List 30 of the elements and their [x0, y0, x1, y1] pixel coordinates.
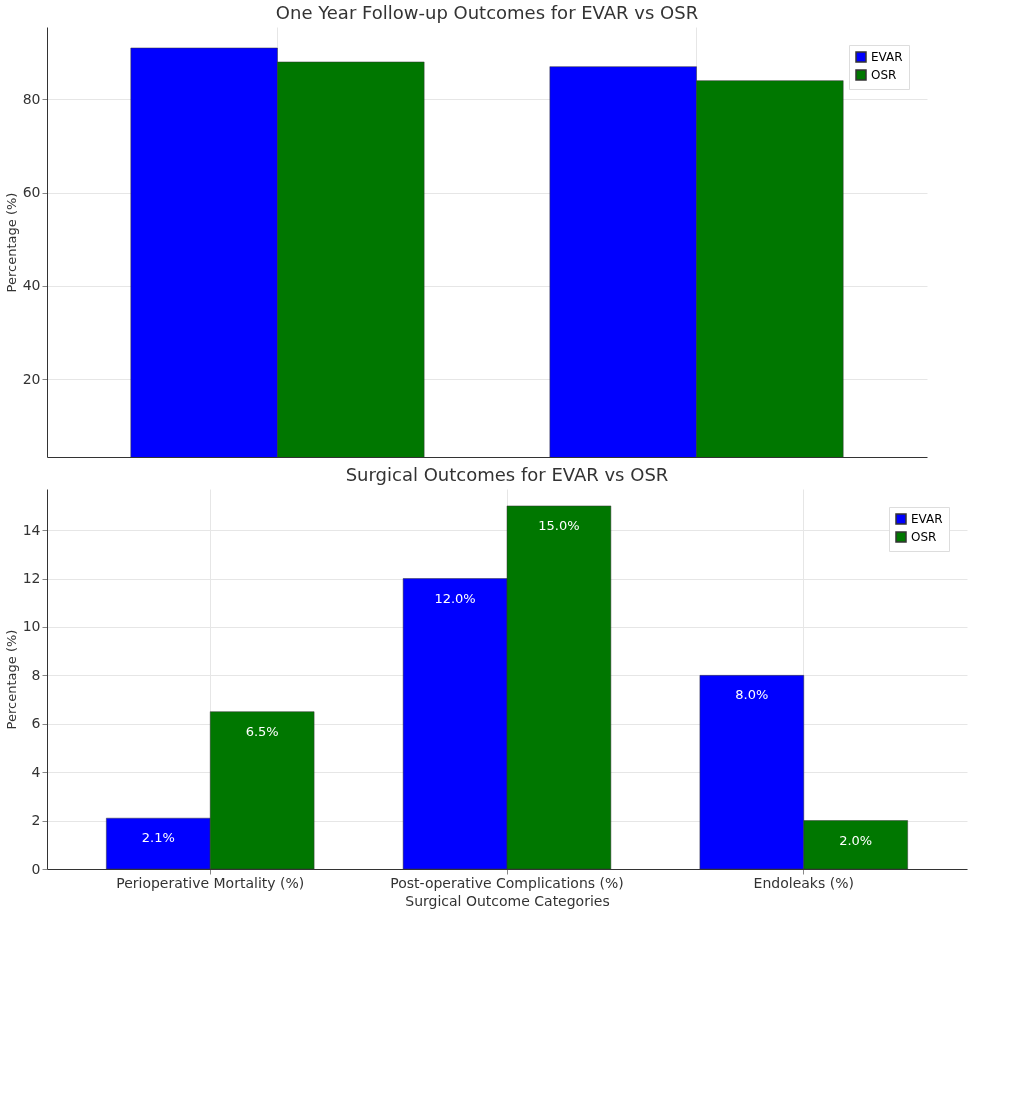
data-label: 2.1% [141, 830, 175, 846]
y-tick-label: 4 [31, 763, 41, 780]
y-tick-label: 60 [22, 184, 41, 201]
y-tick-label: 10 [22, 618, 41, 635]
y-tick-label: 8 [31, 666, 41, 683]
legend-label: EVAR [871, 50, 903, 64]
y-tick-label: 14 [22, 521, 41, 538]
data-label: 8.0% [735, 687, 769, 703]
y-axis-title: Percentage (%) [3, 192, 19, 293]
y-tick-label: 20 [22, 370, 41, 387]
y-tick-label: 0 [31, 860, 41, 877]
legend-label: EVAR [911, 512, 943, 526]
data-label: 12.0% [434, 590, 476, 606]
x-axis-title: Surgical Outcome Categories [405, 892, 610, 909]
data-label: 6.5% [245, 723, 279, 739]
data-label: 15.0% [538, 517, 580, 533]
chart-title: One Year Follow-up Outcomes for EVAR vs OSR [275, 2, 699, 23]
y-tick-label: 2 [31, 812, 41, 829]
x-tick-label: Perioperative Mortality (%) [116, 874, 305, 891]
y-tick-label: 12 [22, 570, 41, 587]
y-tick-label: 6 [31, 715, 41, 732]
y-axis-title: Percentage (%) [3, 629, 19, 730]
y-tick-label: 40 [22, 277, 41, 294]
x-tick-label: Post-operative Complications (%) [390, 874, 624, 891]
y-tick-label: 80 [22, 90, 41, 107]
data-label: 2.0% [839, 832, 873, 848]
chart-title: Surgical Outcomes for EVAR vs OSR [345, 464, 669, 485]
x-tick-label: Endoleaks (%) [753, 874, 854, 891]
legend-label: OSR [911, 530, 937, 544]
legend-label: OSR [871, 68, 897, 82]
